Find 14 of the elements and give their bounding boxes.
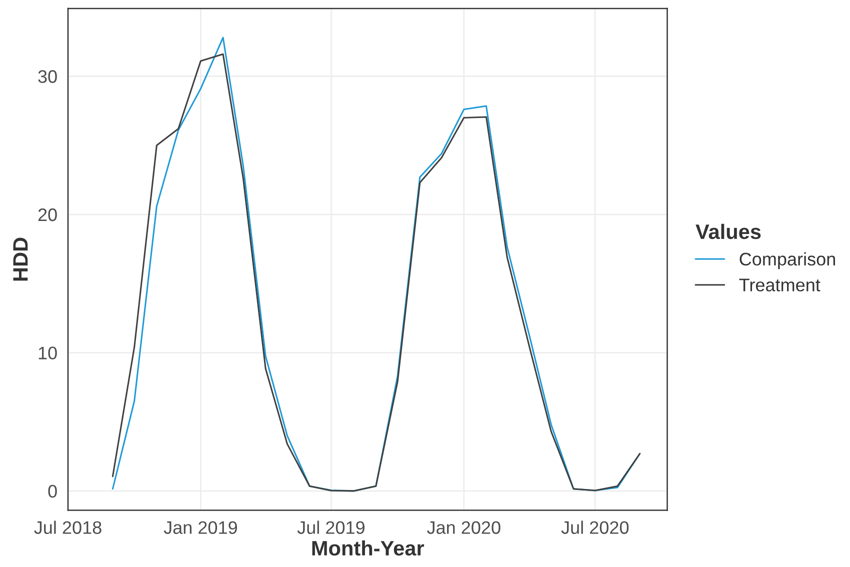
legend-title: Values xyxy=(696,224,761,240)
legend-label: Comparison xyxy=(740,252,835,270)
y-axis-title: HDD xyxy=(13,238,28,281)
y-tick-label: 0 xyxy=(48,484,57,498)
x-tick-label: Jan 2020 xyxy=(427,521,500,534)
y-tick-label: 30 xyxy=(38,70,57,83)
x-tick-label: Jan 2019 xyxy=(164,521,237,534)
y-tick-label: 20 xyxy=(38,208,57,222)
x-tick-label: Jul 2019 xyxy=(297,520,364,534)
x-tick-label: Jul 2020 xyxy=(561,520,629,534)
y-tick-label: 10 xyxy=(38,346,57,360)
x-tick-label: Jul 2018 xyxy=(34,520,102,534)
x-axis-title: Month-Year xyxy=(312,540,424,556)
legend-label: Treatment xyxy=(739,278,820,292)
